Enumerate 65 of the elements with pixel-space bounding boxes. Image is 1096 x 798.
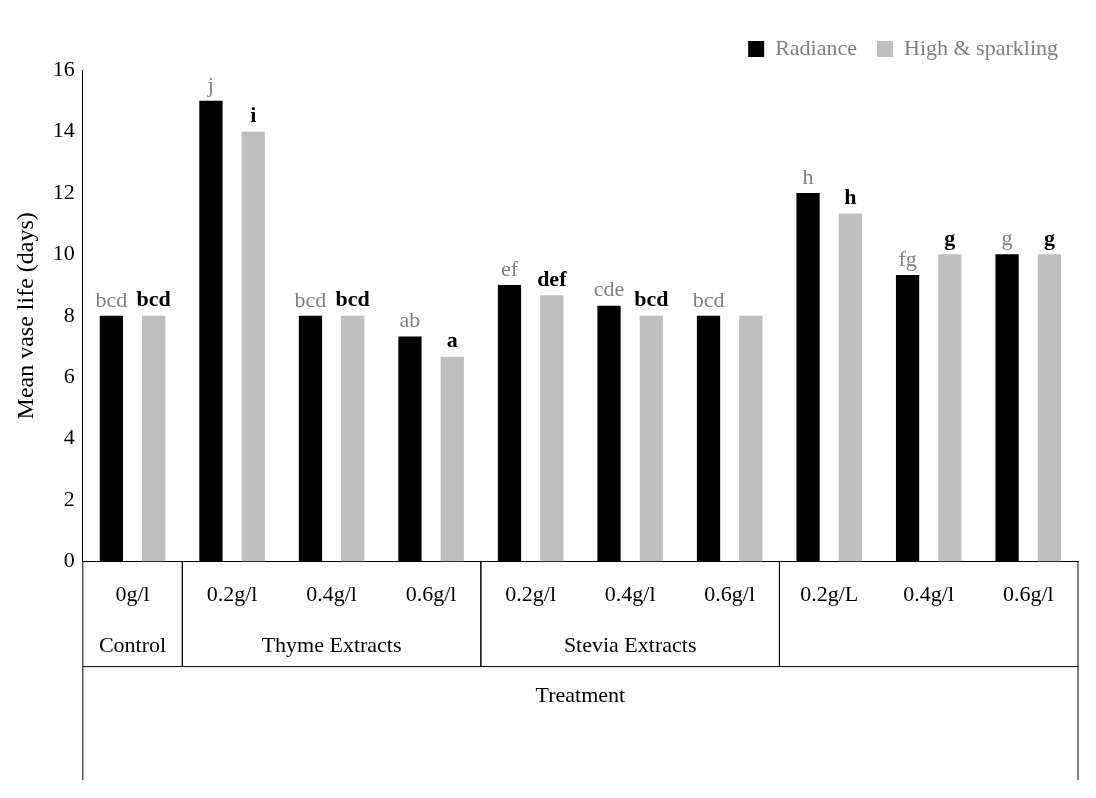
bar bbox=[895, 274, 920, 562]
y-axis-title: Mean vase life (days) bbox=[11, 212, 38, 420]
data-label: a bbox=[446, 327, 458, 353]
data-label: bcd bbox=[136, 286, 171, 312]
x-axis-title: Treatment bbox=[535, 682, 626, 708]
bar bbox=[796, 192, 820, 562]
bar bbox=[995, 254, 1019, 562]
x-tick-label: 0g/l bbox=[115, 580, 150, 606]
x-tick-label: 0.4g/l bbox=[903, 580, 955, 606]
bar bbox=[142, 315, 166, 562]
data-label: g bbox=[1043, 225, 1055, 251]
bar bbox=[639, 315, 663, 562]
y-tick-label: 16 bbox=[52, 55, 75, 81]
data-label: g bbox=[1001, 225, 1013, 251]
bar bbox=[1037, 254, 1062, 562]
x-tick-label: 0.2g/l bbox=[505, 580, 557, 606]
bar bbox=[99, 315, 124, 562]
data-label: j bbox=[206, 71, 214, 97]
bar bbox=[540, 295, 564, 562]
bar bbox=[938, 254, 962, 562]
bar bbox=[497, 285, 522, 562]
bar bbox=[298, 315, 323, 562]
data-label: bcd bbox=[634, 286, 669, 312]
legend-label: High & sparkling bbox=[904, 34, 1059, 60]
data-label: def bbox=[537, 265, 568, 291]
bar bbox=[341, 315, 365, 562]
y-tick-label: 4 bbox=[63, 424, 75, 450]
y-tick-label: 6 bbox=[63, 363, 75, 389]
data-label: h bbox=[844, 184, 857, 210]
x-tick-label: 0.2g/l bbox=[206, 580, 258, 606]
x-tick-label: 0.6g/l bbox=[704, 580, 756, 606]
y-tick-label: 0 bbox=[63, 547, 75, 573]
x-tick-label: 0.4g/l bbox=[604, 580, 656, 606]
x-tick-label: 0.6g/l bbox=[405, 580, 457, 606]
data-label: bcd bbox=[294, 286, 327, 312]
text: Stevia Extracts bbox=[563, 632, 697, 658]
bar bbox=[440, 356, 464, 562]
bar bbox=[199, 100, 223, 562]
data-label: i bbox=[250, 102, 257, 128]
x-tick-label: 0.6g/l bbox=[1002, 580, 1054, 606]
data-label: fg bbox=[898, 245, 917, 271]
data-label: bcd bbox=[95, 286, 128, 312]
bar bbox=[241, 131, 265, 562]
y-tick-label: 10 bbox=[52, 240, 75, 266]
bar bbox=[398, 336, 422, 562]
y-tick-label: 2 bbox=[63, 485, 75, 511]
data-label: ef bbox=[500, 255, 519, 281]
y-tick-label: 12 bbox=[52, 178, 75, 204]
bar bbox=[696, 315, 721, 562]
data-label: bcd bbox=[335, 286, 370, 312]
data-label: g bbox=[944, 225, 956, 251]
y-tick-label: 8 bbox=[63, 301, 75, 327]
y-tick-label: 14 bbox=[52, 117, 75, 143]
x-tick-label: 0.2g/L bbox=[800, 580, 859, 606]
text: Thyme Extracts bbox=[261, 632, 402, 658]
data-label: cde bbox=[593, 276, 625, 302]
bar bbox=[739, 315, 763, 562]
legend-label: Radiance bbox=[775, 34, 858, 60]
bar bbox=[597, 305, 621, 562]
x-tick-label: 0.4g/l bbox=[306, 580, 357, 606]
data-label: ab bbox=[399, 307, 421, 333]
text: Control bbox=[98, 632, 167, 658]
data-label: bcd bbox=[692, 286, 725, 312]
data-label: h bbox=[802, 163, 814, 189]
bar bbox=[838, 213, 862, 562]
